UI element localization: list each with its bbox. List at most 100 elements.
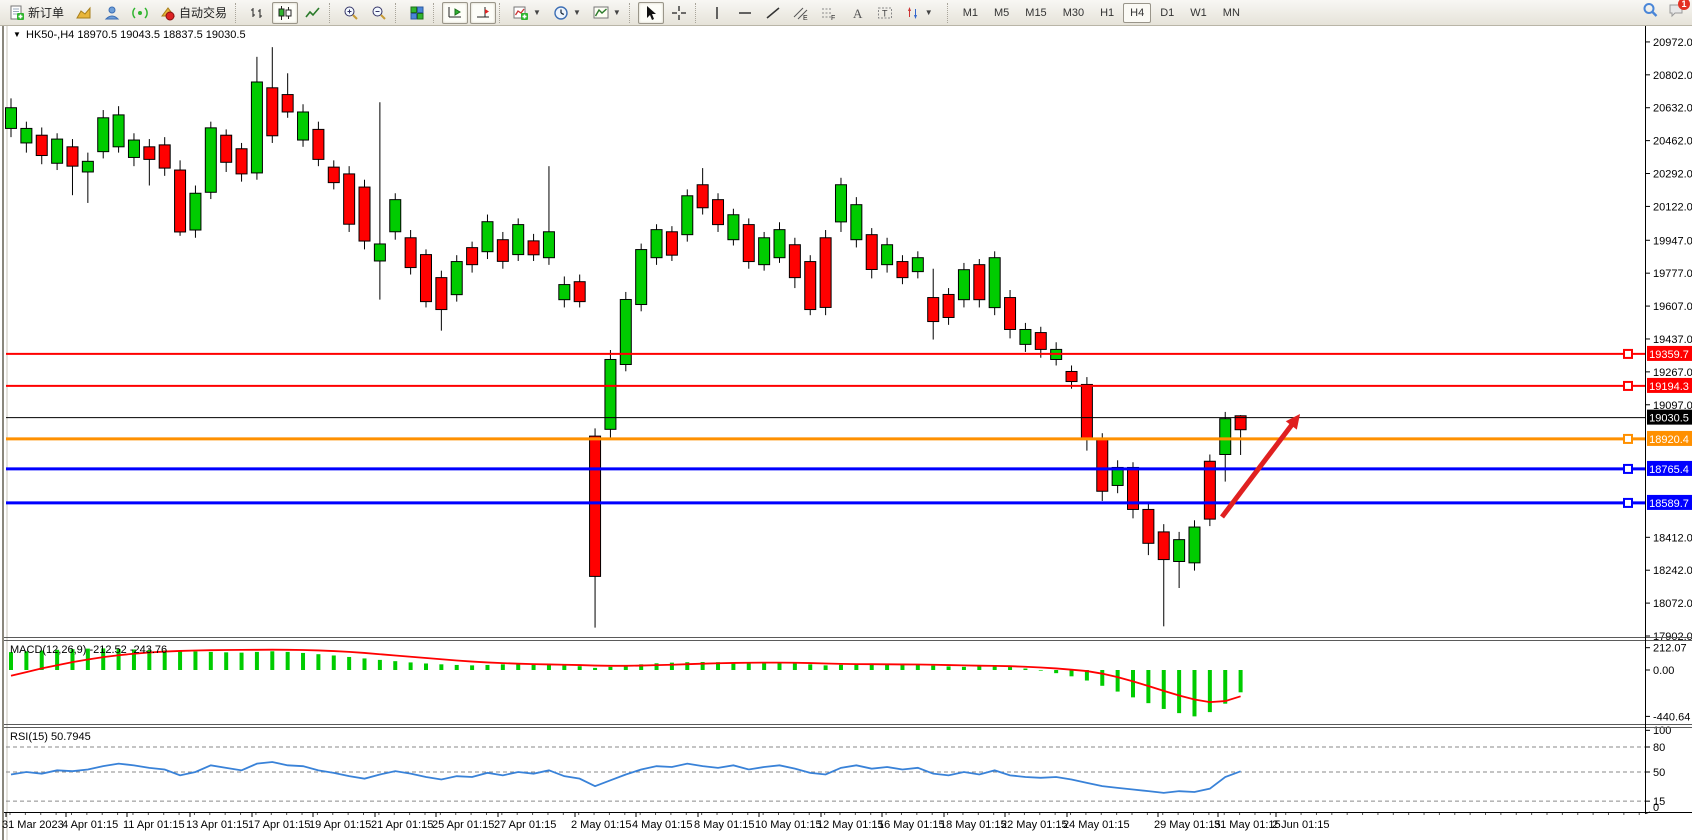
candle-down[interactable] [496,239,509,262]
candle-up[interactable] [1173,539,1186,562]
rsi-pane[interactable]: RSI(15) 50.7945 [6,731,1645,802]
candle-down[interactable] [281,94,294,113]
candle-up[interactable] [1019,328,1032,345]
notifications-button[interactable]: 1 [1668,0,1690,23]
dropdown-caret-icon[interactable]: ▼ [572,8,581,17]
candle-down[interactable] [1142,508,1155,544]
candle-up[interactable] [758,237,771,266]
candle-down[interactable] [1157,531,1170,561]
market-watch-button[interactable] [71,2,97,24]
horizontal-level-line[interactable] [6,497,1645,508]
candle-down[interactable] [1096,438,1109,492]
periods-button[interactable]: ▼ [548,2,586,24]
candle-up[interactable] [20,127,33,144]
candle-down[interactable] [327,166,340,184]
fibonacci-button[interactable]: F [816,2,842,24]
candle-up[interactable] [189,192,202,231]
candle-up[interactable] [51,138,64,164]
search-button[interactable] [1642,2,1658,23]
candle-down[interactable] [696,184,709,209]
candle-up[interactable] [988,257,1001,309]
level-handle[interactable] [1623,463,1633,474]
timeframe-mn[interactable]: MN [1222,6,1240,19]
candle-down[interactable] [235,148,248,175]
candle-up[interactable] [681,195,694,236]
candle-up[interactable] [850,204,863,241]
macd-pane[interactable]: MACD(12,26,9) -212.52 -243.76 [9,644,1243,717]
candle-down[interactable] [143,146,156,160]
horizontal-level-line[interactable] [6,380,1645,391]
candle-down[interactable] [343,173,356,225]
equidistant-channel-button[interactable]: E [788,2,814,24]
candle-up[interactable] [911,257,924,273]
candle-up[interactable] [635,249,648,306]
candle-up[interactable] [512,224,525,256]
candle-down[interactable] [220,134,233,163]
candle-up[interactable] [127,139,140,158]
tile-windows-button[interactable] [404,2,430,24]
indicators-button[interactable]: ▼ [508,2,546,24]
main-price-pane[interactable]: ▼ HK50-,H4 18970.5 19043.5 18837.5 19030.… [5,29,1646,628]
candle-down[interactable] [358,186,371,242]
candle-up[interactable] [558,284,571,301]
candle-down[interactable] [1034,332,1047,350]
arrows-button[interactable]: ▼ [900,2,938,24]
candle-down[interactable] [589,435,602,577]
cursor-button[interactable] [637,1,664,24]
candle-down[interactable] [1004,297,1017,330]
candle-up[interactable] [1219,418,1232,455]
timeframe-m5[interactable]: M5 [994,6,1010,19]
candle-up[interactable] [112,114,125,148]
horizontal-level-line[interactable] [6,433,1645,444]
timeframe-h4[interactable]: H4 [1123,2,1152,23]
candle-down[interactable] [712,199,725,226]
timeframe-m30[interactable]: M30 [1062,6,1085,19]
timeframe-w1[interactable]: W1 [1190,6,1207,19]
text-button[interactable]: A [844,2,870,24]
candle-down[interactable] [404,237,417,269]
candle-down[interactable] [1065,370,1078,383]
text-label-button[interactable]: T [872,2,898,24]
candle-up[interactable] [834,184,847,223]
bar-chart-button[interactable] [244,2,270,24]
trendline-button[interactable] [760,2,786,24]
candle-up[interactable] [481,221,494,253]
trend-arrow[interactable] [1220,414,1300,519]
candle-down[interactable] [942,293,955,318]
candle-down[interactable] [865,234,878,270]
candle-down[interactable] [66,146,79,167]
candlestick-chart-button[interactable] [272,1,299,24]
candle-down[interactable] [665,231,678,256]
candle-down[interactable] [435,277,448,311]
navigator-button[interactable] [99,2,125,24]
level-handle[interactable] [1623,348,1633,359]
candle-down[interactable] [527,240,540,256]
candle-down[interactable] [266,87,279,137]
candle-up[interactable] [773,229,786,259]
candle-down[interactable] [896,261,909,279]
candle-down[interactable] [1203,460,1216,520]
candle-down[interactable] [927,297,940,323]
level-handle[interactable] [1623,380,1633,391]
level-handle[interactable] [1623,497,1633,508]
candle-down[interactable] [158,144,171,169]
crosshair-button[interactable] [666,2,692,24]
zoom-out-button[interactable] [366,2,392,24]
candle-up[interactable] [81,160,94,173]
timeframe-m1[interactable]: M1 [962,6,978,19]
candle-down[interactable] [174,169,187,233]
candle-up[interactable] [619,298,632,366]
horizontal-level-line[interactable] [6,463,1645,474]
auto-scroll-button[interactable] [442,1,469,24]
candle-up[interactable] [373,243,386,262]
candle-up[interactable] [727,214,740,241]
candle-up[interactable] [450,261,463,296]
candle-down[interactable] [788,244,801,279]
candle-up[interactable] [1188,526,1201,564]
candle-up[interactable] [542,231,555,259]
horizontal-level-line[interactable] [6,348,1645,359]
signals-button[interactable] [127,2,153,24]
timeframe-h1[interactable]: H1 [1100,6,1115,19]
horizontal-line-button[interactable] [732,2,758,24]
